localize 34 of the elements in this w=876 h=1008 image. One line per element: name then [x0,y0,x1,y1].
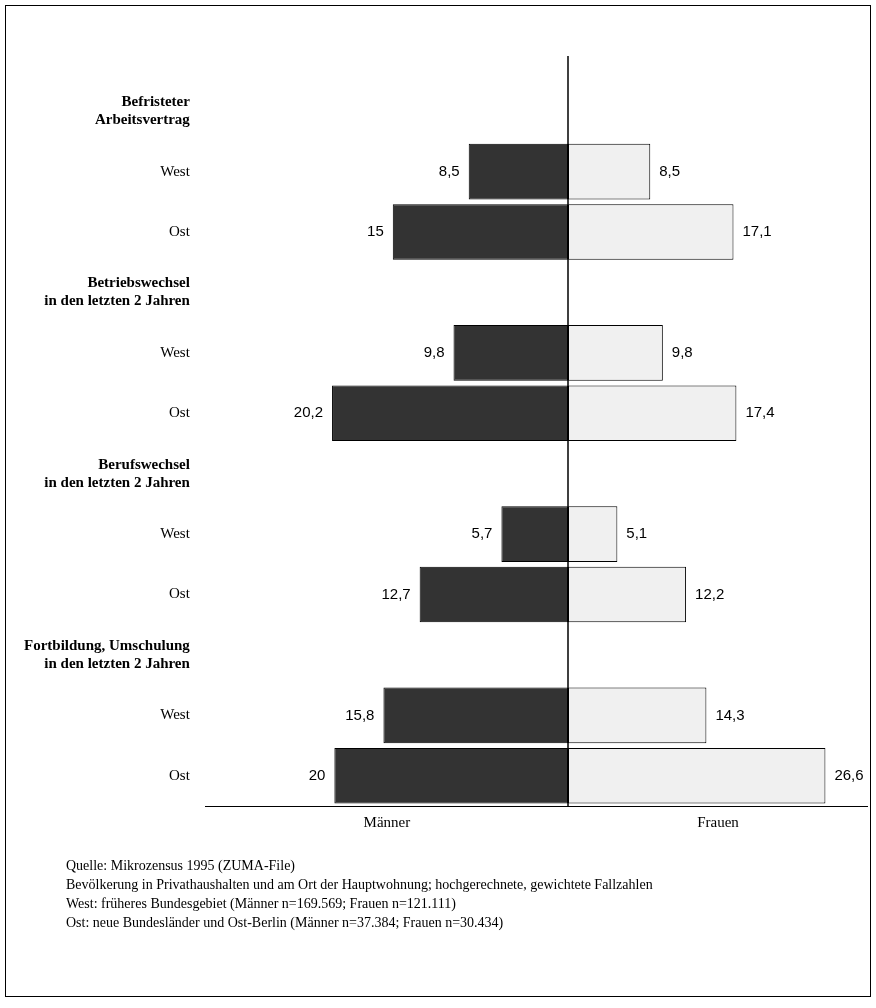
data-label: 8,5 [438,161,460,179]
data-label: 5,7 [471,524,493,542]
data-label: 9,8 [423,343,445,361]
text: Bevölkerung in Privathaushalten und am Ort der Hauptwohnung; hochgerechnete, gewichtete Fallzahlen [66,876,654,894]
y-tick-label: Ost [169,222,191,239]
data-label: 20 [308,765,326,783]
data-label: 8,5 [659,161,681,179]
text: Ost: neue Bundesländer und Ost-Berlin (Männer n=37.384; Frauen n=30.434) [66,914,505,932]
data-label: 12,2 [695,584,725,602]
y-tick-label: Ost [169,766,191,783]
y-tick-label: West [160,525,191,542]
y-tick-label: West [160,706,191,723]
x-axis-title: Frauen [697,813,740,830]
data-label: 14,3 [715,705,745,723]
data-label: 15,8 [345,705,375,723]
source-note: Quelle: Mikrozensus 1995 (ZUMA-File) [66,857,297,875]
y-tick-label: West [160,343,191,360]
y-tick-label: Ost [169,404,191,421]
y-tick-label: Fortbildung, Umschulung in den letzten 2 Jahren [23,636,191,671]
y-tick-label: Betriebswechsel in den letzten 2 Jahren [44,274,191,309]
y-tick-label: Berufswechsel in den letzten 2 Jahren [44,455,191,490]
data-label: 5,1 [626,524,648,542]
data-label: 12,7 [381,584,411,602]
data-label: 26,6 [834,765,864,783]
data-label: 15 [367,222,384,240]
y-tick-label: West [160,162,191,179]
data-label: 9,8 [671,343,693,361]
text: West: früheres Bundesgebiet (Männer n=169.569; Frauen n=121.111) [66,895,457,913]
data-label: 17,1 [742,222,772,240]
data-label: 17,4 [745,403,775,421]
data-label: 20,2 [293,403,324,421]
x-axis-title: Männer [363,813,411,830]
y-tick-label: Befristeter Arbeitsvertrag [94,93,191,128]
y-tick-label: Ost [169,585,191,602]
